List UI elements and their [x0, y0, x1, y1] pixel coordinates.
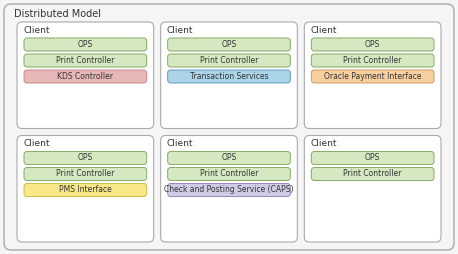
- FancyBboxPatch shape: [24, 38, 147, 51]
- Text: Print Controller: Print Controller: [56, 169, 114, 179]
- Text: Distributed Model: Distributed Model: [14, 9, 101, 19]
- FancyBboxPatch shape: [304, 135, 441, 242]
- Text: Client: Client: [311, 26, 337, 35]
- FancyBboxPatch shape: [161, 135, 297, 242]
- Text: Client: Client: [23, 26, 49, 35]
- Text: Check and Posting Service (CAPS): Check and Posting Service (CAPS): [164, 185, 294, 195]
- FancyBboxPatch shape: [311, 167, 434, 181]
- Text: Client: Client: [311, 139, 337, 149]
- Text: Print Controller: Print Controller: [344, 56, 402, 65]
- FancyBboxPatch shape: [311, 54, 434, 67]
- Text: PMS Interface: PMS Interface: [59, 185, 112, 195]
- FancyBboxPatch shape: [24, 70, 147, 83]
- FancyBboxPatch shape: [304, 22, 441, 129]
- Text: OPS: OPS: [365, 40, 380, 49]
- Text: Print Controller: Print Controller: [200, 169, 258, 179]
- FancyBboxPatch shape: [24, 183, 147, 197]
- FancyBboxPatch shape: [168, 38, 290, 51]
- Text: KDS Controller: KDS Controller: [57, 72, 113, 81]
- FancyBboxPatch shape: [311, 70, 434, 83]
- Text: OPS: OPS: [221, 153, 237, 163]
- Text: Transaction Services: Transaction Services: [190, 72, 268, 81]
- FancyBboxPatch shape: [311, 38, 434, 51]
- Text: Client: Client: [167, 26, 193, 35]
- Text: Print Controller: Print Controller: [56, 56, 114, 65]
- Text: OPS: OPS: [221, 40, 237, 49]
- FancyBboxPatch shape: [24, 167, 147, 181]
- FancyBboxPatch shape: [24, 54, 147, 67]
- Text: OPS: OPS: [78, 40, 93, 49]
- FancyBboxPatch shape: [168, 54, 290, 67]
- FancyBboxPatch shape: [161, 22, 297, 129]
- FancyBboxPatch shape: [4, 4, 454, 250]
- Text: Client: Client: [167, 139, 193, 149]
- FancyBboxPatch shape: [17, 22, 154, 129]
- Text: Client: Client: [23, 139, 49, 149]
- FancyBboxPatch shape: [168, 151, 290, 165]
- FancyBboxPatch shape: [24, 151, 147, 165]
- Text: Print Controller: Print Controller: [200, 56, 258, 65]
- FancyBboxPatch shape: [168, 70, 290, 83]
- Text: Oracle Payment Interface: Oracle Payment Interface: [324, 72, 421, 81]
- Text: Print Controller: Print Controller: [344, 169, 402, 179]
- Text: OPS: OPS: [365, 153, 380, 163]
- Text: OPS: OPS: [78, 153, 93, 163]
- FancyBboxPatch shape: [168, 183, 290, 197]
- FancyBboxPatch shape: [311, 151, 434, 165]
- FancyBboxPatch shape: [17, 135, 154, 242]
- FancyBboxPatch shape: [168, 167, 290, 181]
